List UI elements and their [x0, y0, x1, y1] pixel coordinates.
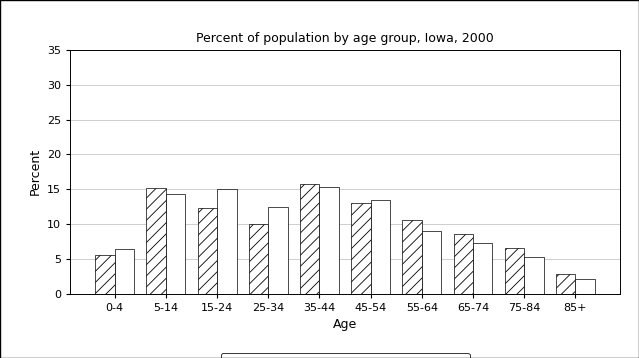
- Bar: [556, 274, 575, 294]
- Bar: [268, 207, 288, 294]
- Bar: [422, 231, 442, 294]
- Bar: [473, 243, 493, 294]
- Bar: [217, 189, 236, 294]
- Title: Percent of population by age group, Iowa, 2000: Percent of population by age group, Iowa…: [196, 32, 494, 45]
- Legend: Chickasaw County, State of Iowa: Chickasaw County, State of Iowa: [220, 353, 470, 358]
- Bar: [524, 257, 544, 294]
- Y-axis label: Percent: Percent: [29, 148, 42, 195]
- Bar: [115, 249, 134, 294]
- X-axis label: Age: Age: [333, 318, 357, 331]
- Bar: [166, 194, 185, 294]
- Bar: [454, 234, 473, 294]
- Bar: [371, 200, 390, 294]
- Bar: [197, 208, 217, 294]
- Bar: [146, 188, 166, 294]
- Bar: [249, 224, 268, 294]
- Bar: [351, 203, 371, 294]
- Bar: [300, 184, 320, 294]
- Bar: [95, 255, 115, 294]
- Bar: [575, 279, 595, 294]
- Bar: [505, 248, 524, 294]
- Bar: [403, 220, 422, 294]
- Bar: [320, 187, 339, 294]
